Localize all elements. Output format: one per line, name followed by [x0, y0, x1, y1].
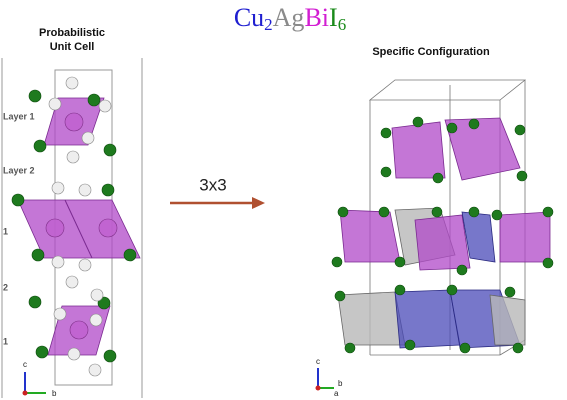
formula-part: Ag [273, 3, 305, 32]
axis-label: a [334, 389, 339, 398]
formula-part: Bi [304, 3, 329, 32]
formula-part: 6 [338, 15, 347, 34]
formula-part: 2 [264, 15, 273, 34]
layer-label: Layer 1 [3, 111, 35, 121]
axes-triad [22, 372, 46, 396]
layer-label: 2 [3, 282, 8, 292]
layer-label: 1 [3, 336, 8, 346]
formula-part: I [329, 3, 338, 32]
panel-heading: Probabilistic [39, 27, 105, 39]
arrow-label: 3x3 [199, 175, 226, 194]
axis-label: c [316, 357, 320, 366]
layer-label: 1 [3, 226, 8, 236]
formula-part: Cu [234, 3, 264, 32]
formula-title: Cu2AgBiI6 [234, 3, 346, 34]
layer-label: Layer 2 [3, 165, 35, 175]
panel-heading: Unit Cell [50, 41, 95, 53]
panel-heading: Specific Configuration [372, 46, 490, 58]
axis-label: b [52, 389, 57, 398]
supercell [331, 79, 554, 356]
unit-cell [1, 58, 143, 398]
arrow [170, 197, 265, 209]
axes-triad [315, 368, 334, 391]
axis-label: c [23, 360, 27, 369]
axis-label: b [338, 379, 343, 388]
